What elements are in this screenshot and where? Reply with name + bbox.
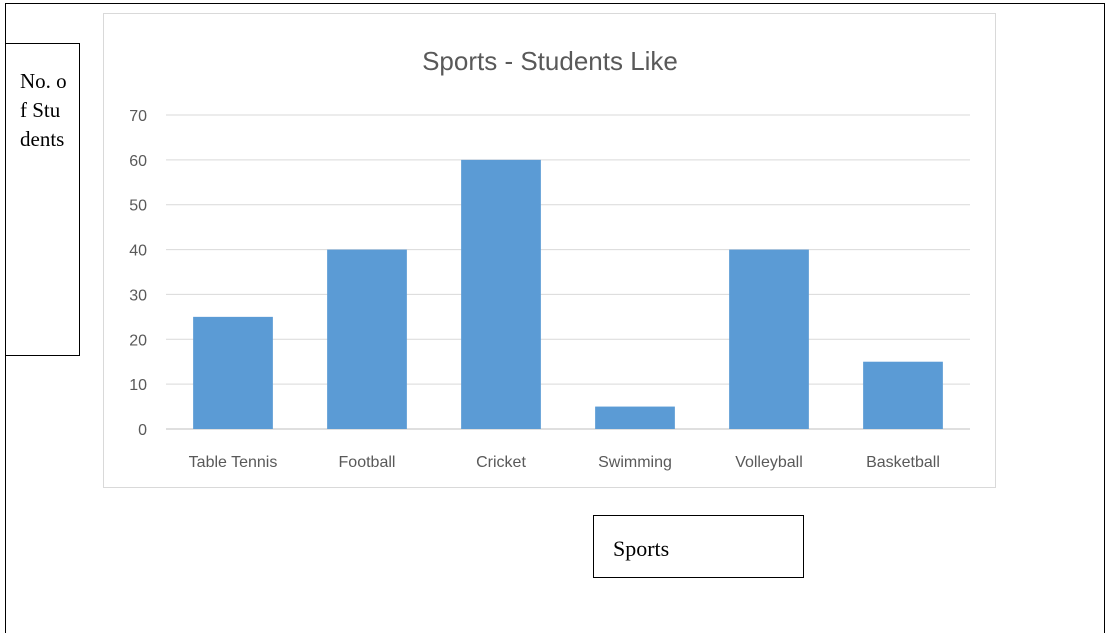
- x-category-label: Basketball: [866, 454, 940, 471]
- chart-area: Sports - Students Like 0 10 20 30 40 50 60 70 T…: [103, 13, 996, 488]
- bar-chart: Sports - Students Like 0 10 20 30 40 50 60 70 T…: [129, 46, 970, 471]
- x-category-label: Cricket: [476, 454, 526, 471]
- bar: [327, 249, 407, 429]
- bar: [461, 159, 541, 429]
- bars: [193, 159, 943, 429]
- x-category-label: Football: [339, 454, 396, 471]
- bar: [729, 249, 809, 429]
- x-category-label: Table Tennis: [189, 454, 278, 471]
- y-tick-label: 70: [129, 108, 147, 125]
- y-tick-label: 40: [129, 243, 147, 260]
- gridlines: [166, 114, 970, 430]
- bar: [595, 406, 675, 429]
- bar: [193, 316, 273, 429]
- y-tick-label: 0: [138, 422, 147, 439]
- y-axis-ticks: 0 10 20 30 40 50 60 70: [129, 108, 147, 439]
- y-axis-label: No. of Students: [20, 69, 67, 151]
- y-tick-label: 10: [129, 377, 147, 394]
- bar: [863, 361, 943, 429]
- y-tick-label: 20: [129, 332, 147, 349]
- y-tick-label: 30: [129, 287, 147, 304]
- x-axis-label: Sports: [613, 536, 670, 561]
- x-category-label: Swimming: [598, 454, 672, 471]
- x-axis-label-box: Sports: [593, 515, 804, 578]
- chart-title: Sports - Students Like: [422, 46, 678, 76]
- y-axis-label-box: [5, 43, 80, 356]
- y-tick-label: 50: [129, 198, 147, 215]
- x-axis-categories: Table Tennis Football Cricket Swimming Volle…: [189, 454, 940, 471]
- y-tick-label: 60: [129, 153, 147, 170]
- x-category-label: Volleyball: [735, 454, 803, 471]
